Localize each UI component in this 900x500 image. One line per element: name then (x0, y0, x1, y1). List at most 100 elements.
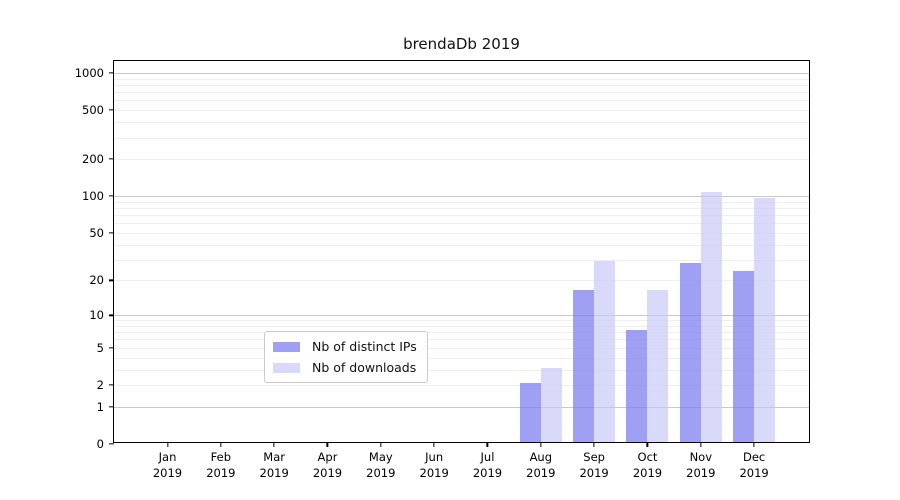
y-tick-mark (109, 109, 114, 111)
y-tick-mark (109, 314, 114, 316)
y-tick-mark (109, 232, 114, 234)
y-tick-mark (109, 347, 114, 349)
y-tick-mark (109, 443, 114, 445)
gridline-major (114, 196, 809, 198)
x-tick-year: 2019 (152, 465, 183, 480)
gridline-minor (114, 84, 809, 86)
x-tick-mark (433, 442, 435, 447)
bar-dec-distinct-ips (733, 271, 755, 442)
bar-sep-distinct-ips (573, 289, 595, 442)
gridline-minor (114, 347, 809, 349)
gridline-minor (114, 208, 809, 209)
bar-aug-downloads (540, 367, 562, 442)
y-tick-mark (109, 384, 114, 386)
y-tick-label: 10 (89, 308, 104, 323)
gridline-minor (114, 215, 809, 217)
x-tick-label-may: May 2019 (366, 450, 395, 481)
x-tick-month: Feb (210, 450, 232, 464)
gridline-minor (114, 100, 809, 102)
x-tick-month: Sep (583, 450, 605, 464)
y-tick-label: 0 (96, 437, 104, 451)
x-tick-year: 2019 (686, 465, 716, 480)
x-tick-mark (273, 442, 275, 447)
y-tick-label: 1 (96, 399, 104, 414)
x-tick-month: Jun (425, 450, 444, 464)
x-tick-label-jul: Jul 2019 (473, 450, 502, 481)
x-tick-year: 2019 (579, 465, 609, 480)
legend-swatch-distinct-ips (273, 341, 300, 352)
y-tick-label: 5 (96, 340, 104, 355)
y-tick-mark (109, 72, 114, 74)
legend-item-distinct-ips: Nb of distinct IPs (273, 339, 417, 354)
x-tick-year: 2019 (259, 465, 289, 480)
y-tick-label: 500 (82, 103, 104, 118)
x-tick-month: Aug (529, 450, 553, 464)
x-tick-mark (166, 442, 169, 447)
x-tick-label-apr: Apr 2019 (313, 450, 342, 481)
y-tick-label: 50 (89, 225, 104, 240)
x-tick-label-dec: Dec 2019 (739, 450, 768, 481)
gridline-minor (114, 232, 809, 234)
bar-dec-downloads (754, 198, 776, 442)
x-tick-mark (220, 442, 222, 447)
y-tick-label: 2 (96, 378, 104, 392)
x-tick-month: Jan (158, 450, 177, 464)
x-tick-month: Apr (317, 450, 338, 464)
gridline-minor (114, 110, 809, 112)
legend-label-downloads: Nb of downloads (312, 360, 417, 375)
bar-nov-downloads (700, 192, 722, 442)
x-tick-year: 2019 (632, 465, 663, 480)
bar-aug-distinct-ips (519, 383, 541, 442)
x-tick-mark (486, 442, 489, 447)
x-tick-month: Dec (742, 450, 766, 464)
gridline-major (114, 72, 809, 74)
y-tick-mark (109, 406, 114, 408)
x-tick-month: Mar (263, 450, 285, 464)
gridline-major (114, 406, 809, 408)
x-tick-mark (326, 442, 329, 447)
x-tick-label-jun: Jun 2019 (420, 450, 449, 481)
gridline-minor (114, 201, 809, 203)
gridline-minor (114, 92, 809, 94)
gridline-minor (114, 159, 809, 161)
x-tick-mark (380, 442, 382, 447)
y-tick-mark (109, 279, 114, 282)
x-tick-year: 2019 (526, 465, 556, 480)
gridline-minor (114, 223, 809, 225)
gridline-minor (114, 357, 809, 359)
gridline-minor (114, 259, 809, 261)
x-tick-year: 2019 (366, 465, 396, 480)
x-tick-year: 2019 (419, 465, 449, 480)
bar-sep-downloads (594, 261, 616, 442)
bar-oct-downloads (647, 289, 669, 442)
y-tick-mark (109, 195, 114, 197)
x-tick-label-jan: Jan 2019 (153, 450, 182, 481)
x-tick-month: Oct (637, 450, 658, 464)
y-tick-label: 200 (82, 152, 104, 167)
y-tick-label: 20 (89, 273, 104, 288)
x-tick-mark (646, 442, 649, 447)
x-tick-mark (700, 442, 702, 447)
gridline-minor (114, 280, 809, 282)
bar-oct-distinct-ips (626, 330, 648, 442)
gridline-minor (114, 320, 809, 322)
gridline-minor (114, 369, 809, 371)
chart-title: brendaDb 2019 (403, 35, 520, 53)
x-tick-label-feb: Feb 2019 (206, 450, 235, 481)
bar-nov-distinct-ips (679, 263, 701, 442)
x-tick-label-mar: Mar 2019 (260, 450, 289, 481)
x-tick-month: May (368, 450, 393, 464)
gridline-minor (114, 385, 809, 386)
legend-swatch-downloads (273, 362, 300, 373)
x-tick-month: Jul (480, 450, 495, 464)
gridline-minor (114, 326, 809, 327)
legend-label-distinct-ips: Nb of distinct IPs (312, 339, 417, 354)
x-tick-mark (540, 442, 542, 447)
legend-item-downloads: Nb of downloads (273, 360, 417, 375)
x-tick-month: Nov (689, 450, 713, 464)
plot-area: 0 1 2 5 10 20 50 100 200 500 1000 Jan 2019 Feb 2019 Mar… (75, 60, 810, 480)
gridline-minor (114, 244, 809, 246)
gridline-major (114, 315, 809, 317)
x-tick-label-oct: Oct 2019 (633, 450, 662, 481)
